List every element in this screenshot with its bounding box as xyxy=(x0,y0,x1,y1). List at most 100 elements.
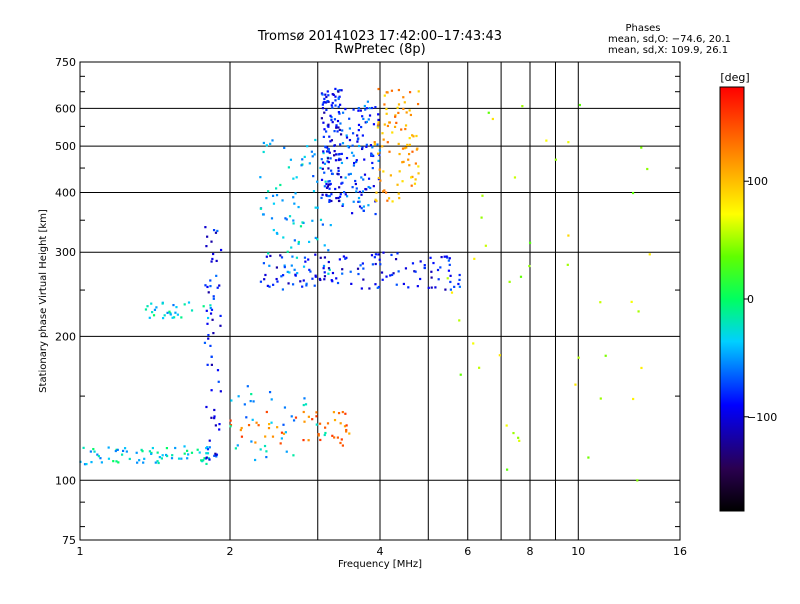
data-point xyxy=(257,424,260,427)
data-point xyxy=(326,90,329,93)
data-point xyxy=(327,94,330,97)
data-point xyxy=(362,205,366,208)
data-point xyxy=(321,161,325,164)
data-point xyxy=(330,169,333,172)
data-point xyxy=(407,286,410,289)
data-point xyxy=(337,90,340,93)
data-point xyxy=(286,270,289,273)
data-point xyxy=(266,284,269,287)
data-point xyxy=(293,268,296,271)
chart-subtitle: RwPretec (8p) xyxy=(334,42,425,57)
data-point xyxy=(292,419,296,422)
data-point xyxy=(148,450,151,453)
data-point xyxy=(100,461,103,464)
data-point xyxy=(190,309,194,312)
data-point xyxy=(401,147,405,150)
data-point xyxy=(337,126,340,129)
data-point xyxy=(326,160,329,163)
data-point xyxy=(323,128,326,131)
data-point xyxy=(270,217,274,220)
data-point xyxy=(115,460,118,463)
data-point xyxy=(322,151,325,155)
data-point xyxy=(411,175,414,179)
data-point xyxy=(208,446,211,449)
data-point xyxy=(213,408,216,412)
data-point xyxy=(630,300,633,303)
data-point xyxy=(97,455,100,458)
data-point xyxy=(246,385,249,388)
data-point xyxy=(334,104,337,107)
data-point xyxy=(354,179,357,183)
data-point xyxy=(292,177,295,180)
data-point xyxy=(383,94,386,97)
data-point xyxy=(301,221,304,224)
data-point xyxy=(417,165,420,168)
data-point xyxy=(275,277,278,281)
data-point xyxy=(335,197,338,200)
data-point xyxy=(636,479,639,482)
data-point xyxy=(444,288,447,291)
data-point xyxy=(272,283,275,286)
data-point xyxy=(171,454,174,457)
data-point xyxy=(307,439,310,442)
data-point xyxy=(337,110,341,114)
data-point xyxy=(331,101,334,105)
data-point xyxy=(205,446,208,450)
data-point xyxy=(174,311,177,314)
data-point xyxy=(368,114,372,117)
data-point xyxy=(362,178,365,181)
data-point xyxy=(239,428,242,432)
data-point xyxy=(229,425,232,428)
data-point xyxy=(430,286,433,289)
data-point xyxy=(376,286,379,289)
data-point xyxy=(354,182,357,186)
data-point xyxy=(120,453,124,456)
data-point xyxy=(447,269,451,272)
data-point xyxy=(174,446,177,450)
data-point xyxy=(333,149,336,153)
data-point xyxy=(333,436,336,439)
data-point xyxy=(391,200,394,203)
data-point xyxy=(155,306,158,309)
data-point xyxy=(377,253,380,256)
data-point xyxy=(381,278,384,281)
data-point xyxy=(352,154,355,157)
data-point xyxy=(213,415,216,418)
data-point xyxy=(308,268,311,271)
data-point xyxy=(333,130,336,133)
data-point xyxy=(385,107,388,111)
data-point xyxy=(281,199,284,202)
data-point xyxy=(640,366,643,370)
data-point xyxy=(359,264,362,267)
series-group xyxy=(229,385,327,462)
data-point xyxy=(161,317,165,320)
data-point xyxy=(166,311,169,314)
data-point xyxy=(322,135,325,138)
data-point xyxy=(341,129,344,132)
data-point xyxy=(384,191,388,194)
data-point xyxy=(323,275,327,278)
data-point xyxy=(136,461,139,464)
data-point xyxy=(207,333,210,337)
data-point xyxy=(116,448,119,451)
x-tick-label: 4 xyxy=(377,545,384,558)
data-point xyxy=(372,185,375,188)
data-point xyxy=(355,187,358,190)
data-point xyxy=(299,225,303,228)
data-point xyxy=(268,264,271,267)
data-point xyxy=(377,123,380,126)
data-point xyxy=(302,265,306,268)
data-point xyxy=(326,146,329,149)
data-point xyxy=(356,140,359,143)
data-point xyxy=(324,93,327,96)
data-point xyxy=(447,259,450,262)
data-point xyxy=(303,155,306,159)
data-point xyxy=(330,118,333,122)
data-point xyxy=(112,460,115,463)
data-point xyxy=(276,280,279,283)
data-point xyxy=(314,253,317,256)
data-point xyxy=(335,277,338,280)
data-point xyxy=(287,282,290,285)
data-point xyxy=(371,167,374,170)
data-point xyxy=(214,452,217,455)
